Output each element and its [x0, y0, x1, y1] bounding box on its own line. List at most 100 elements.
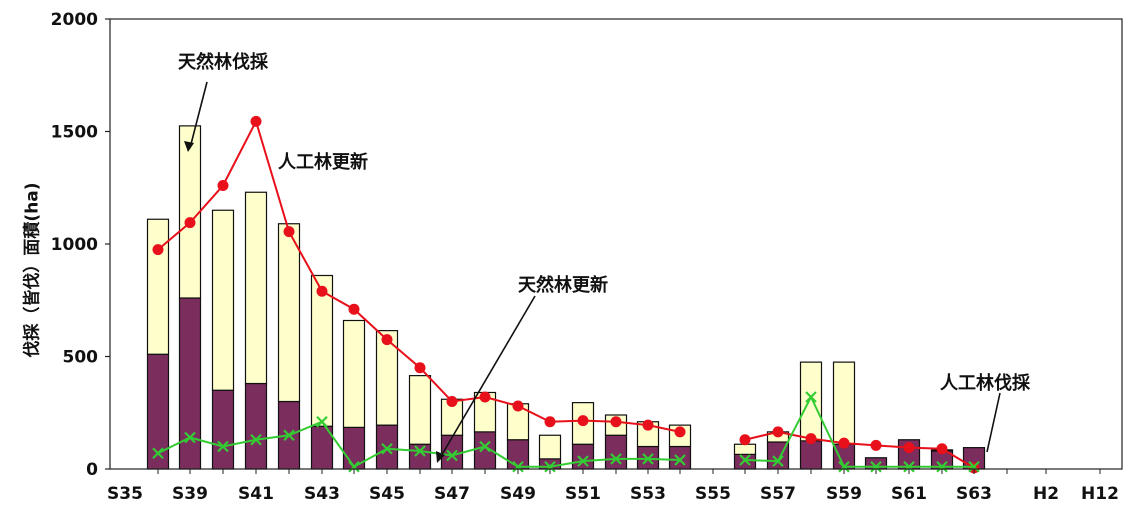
bar-planted-harvest — [799, 440, 823, 470]
point-natural-regen — [936, 460, 948, 473]
arrow-natural-harvest — [189, 81, 208, 149]
point-natural-regen — [414, 445, 426, 457]
point-natural-regen — [152, 447, 164, 460]
point-natural-regen — [348, 460, 360, 473]
bar-natural-harvest — [277, 223, 301, 403]
x-tick-label: S47 — [434, 484, 470, 504]
bar-natural-harvest — [211, 209, 235, 391]
bar-natural-harvest — [342, 319, 366, 428]
tick-labels: 0 500 1000 1500 2000 S35 S39 S41 S43 S45 S47 S49 S51… — [51, 10, 1119, 504]
x-tick-label: S61 — [891, 484, 927, 504]
point-natural-regen — [283, 429, 295, 442]
bar-natural-harvest — [375, 330, 399, 426]
annotation-arrows — [184, 81, 1001, 463]
point-planted-regen — [381, 334, 393, 346]
point-natural-regen — [446, 449, 458, 462]
bar-natural-harvest — [408, 375, 432, 445]
x-tick-label: S53 — [630, 484, 666, 504]
x-tick-label: S39 — [172, 484, 208, 504]
bar-planted-harvest — [244, 382, 268, 470]
bar-planted-harvest — [211, 389, 235, 470]
point-planted-regen — [674, 426, 686, 438]
point-planted-regen — [348, 303, 360, 315]
annotation-planted-harvest: 人工林伐採 — [940, 373, 1030, 394]
point-natural-regen — [772, 455, 784, 467]
point-natural-regen — [903, 460, 915, 473]
bar-natural-harvest — [244, 191, 268, 385]
point-planted-regen — [283, 226, 295, 238]
y-tick-label: 1500 — [51, 123, 98, 143]
x-tick-label: S63 — [956, 484, 992, 504]
x-tick-label: H2 — [1033, 484, 1059, 504]
line-planted-regen — [744, 430, 975, 469]
bar-planted-harvest — [571, 443, 595, 470]
x-tick-label: S43 — [304, 484, 340, 504]
point-planted-regen — [316, 285, 328, 297]
x-tick-label: S41 — [238, 484, 274, 504]
point-planted-regen — [446, 396, 458, 407]
arrowhead-natural-regen — [436, 451, 445, 463]
x-tick-label: S49 — [500, 484, 536, 504]
point-natural-regen — [805, 391, 817, 403]
point-planted-regen — [414, 362, 426, 374]
point-natural-regen — [610, 453, 622, 465]
annotation-planted-regen: 人工林更新 — [278, 152, 368, 173]
point-natural-regen — [739, 454, 751, 466]
point-planted-regen — [772, 426, 784, 438]
point-planted-regen — [250, 115, 262, 127]
annotation-natural-regen: 天然林更新 — [518, 275, 608, 296]
point-natural-regen — [674, 454, 686, 466]
point-natural-regen — [381, 442, 393, 455]
bar-planted-harvest — [178, 297, 202, 470]
point-planted-regen — [184, 217, 196, 229]
y-tick-label: 500 — [63, 348, 99, 368]
bar-planted-harvest — [733, 453, 757, 470]
point-planted-regen — [642, 419, 654, 431]
point-planted-regen — [512, 400, 524, 412]
y-tick-label: 0 — [86, 460, 98, 480]
axes — [109, 18, 1123, 474]
arrow-natural-regen — [439, 295, 536, 459]
bar-planted-harvest — [668, 445, 692, 470]
point-planted-regen — [805, 433, 817, 445]
point-planted-regen — [479, 391, 491, 403]
point-planted-regen — [544, 416, 556, 428]
bar-planted-harvest — [408, 443, 432, 470]
bar-natural-harvest — [799, 361, 823, 442]
point-planted-regen — [577, 415, 589, 427]
point-planted-regen — [610, 416, 622, 428]
arrow-planted-harvest — [986, 392, 1001, 453]
x-tick-label: H12 — [1081, 484, 1119, 504]
point-natural-regen — [838, 460, 850, 473]
point-natural-regen — [217, 440, 229, 453]
bar-planted-harvest — [440, 434, 464, 470]
point-planted-regen — [838, 437, 850, 449]
x-tick-label: S59 — [826, 484, 862, 504]
x-tick-label: S35 — [107, 484, 143, 504]
bar-natural-harvest — [310, 274, 334, 427]
x-tick-label: S57 — [760, 484, 796, 504]
line-series — [152, 115, 980, 474]
bar-natural-harvest — [178, 125, 202, 299]
y-tick-label: 2000 — [51, 10, 98, 30]
y-tick-label: 1000 — [51, 235, 98, 255]
bar-natural-harvest — [733, 443, 757, 455]
x-tick-label: S51 — [565, 484, 601, 504]
point-natural-regen — [250, 433, 262, 446]
bar-natural-harvest — [146, 218, 170, 355]
bar-planted-harvest — [375, 424, 399, 470]
point-natural-regen — [184, 431, 196, 444]
bar-planted-harvest — [506, 439, 530, 470]
point-planted-regen — [152, 244, 164, 256]
point-natural-regen — [479, 440, 491, 453]
x-tick-label: S45 — [369, 484, 405, 504]
point-natural-regen — [577, 455, 589, 467]
y-axis-ticks — [105, 18, 110, 470]
point-planted-regen — [870, 439, 882, 451]
y-axis-label-wrap: 伐採（皆伐）面積(ha) — [0, 0, 43, 511]
point-planted-regen — [936, 443, 948, 455]
y-axis-label: 伐採（皆伐）面積(ha) — [22, 182, 43, 358]
point-planted-regen — [217, 180, 229, 191]
point-natural-regen — [316, 415, 328, 428]
